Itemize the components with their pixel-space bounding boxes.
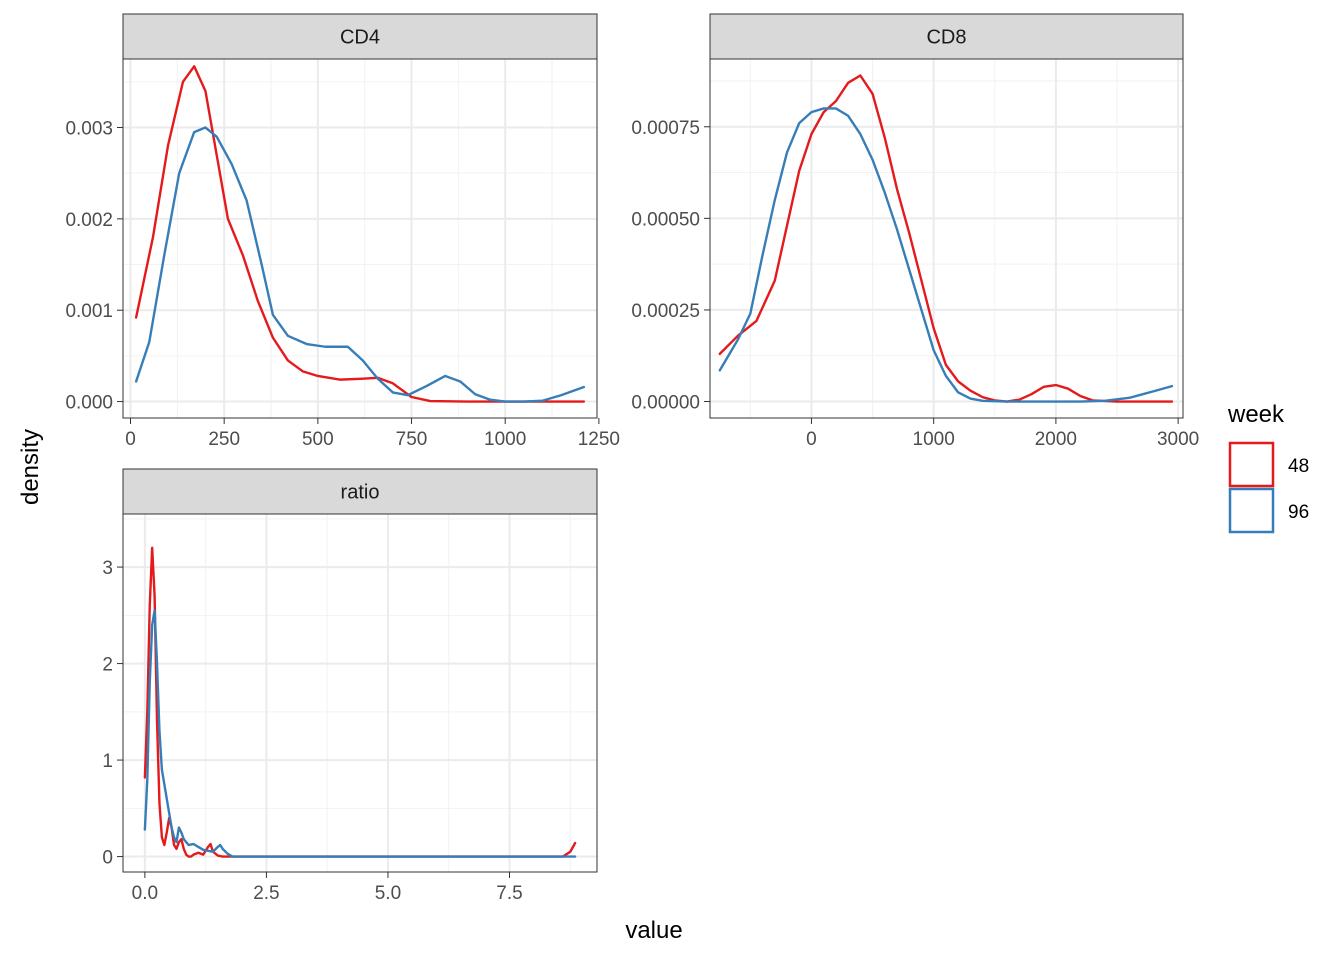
panel-border-cd4 (122, 58, 598, 419)
series-group-cd8 (718, 74, 1174, 403)
legend-title: week (1227, 401, 1285, 428)
x-tick-label: 2.5 (253, 883, 279, 904)
density-line-cd4-week-96 (134, 126, 586, 403)
x-tick-label: 5.0 (375, 883, 401, 904)
strip-cd8 (709, 13, 1184, 60)
density-line-cd8-week-48 (718, 74, 1174, 403)
x-axis-title: value (625, 917, 682, 944)
plot-area-cd4 (123, 59, 597, 418)
series-group-ratio (143, 546, 577, 858)
x-tick-label: 500 (302, 429, 334, 450)
density-line-ratio-week-96 (143, 609, 577, 858)
x-tick-label: 750 (396, 429, 428, 450)
strip-label-cd4: CD4 (340, 27, 380, 49)
x-tick-label: 3000 (1157, 429, 1199, 450)
plot-area-cd8 (710, 59, 1183, 418)
x-tick-label: 0 (125, 429, 136, 450)
y-tick-label: 0.00075 (631, 118, 700, 139)
x-tick-label: 0 (806, 429, 817, 450)
y-tick-label: 3 (102, 558, 113, 579)
y-tick-label: 0.002 (65, 210, 113, 231)
y-tick-label: 0.00000 (631, 393, 700, 414)
panel-cd8: CD8 0 1000 2000 3000 0.00000 0.00025 0.00050 0.0… (631, 13, 1199, 450)
panel-border-cd8 (709, 58, 1184, 419)
x-tick-label: 1250 (578, 429, 620, 450)
x-tick-label: 7.5 (496, 883, 522, 904)
grid-cd8 (710, 59, 1183, 418)
y-tick-label: 0.00025 (631, 301, 700, 322)
legend-key-96 (1228, 487, 1275, 534)
strip-label-ratio: ratio (341, 482, 380, 504)
strip-cd4 (122, 13, 598, 60)
panel-cd4: CD4 0 250 500 750 1000 1250 0.000 0.001 0.002 0.00… (65, 13, 620, 450)
y-tick-label: 0.003 (65, 119, 113, 140)
legend-label-48: 48 (1288, 456, 1309, 477)
series-group-cd4 (134, 65, 586, 403)
x-tick-label: 1000 (913, 429, 955, 450)
density-line-cd4-week-48 (134, 65, 586, 403)
panel-ratio: ratio 0.0 2.5 5.0 7.5 0 1 2 3 (102, 468, 598, 904)
x-tick-label: 2000 (1035, 429, 1077, 450)
y-tick-label: 0 (102, 848, 113, 869)
legend-label-96: 96 (1288, 502, 1309, 523)
density-line-cd8-week-96 (718, 107, 1174, 403)
y-tick-label: 0.00050 (631, 209, 700, 230)
y-tick-label: 0.000 (65, 393, 113, 414)
plot-area-ratio (123, 514, 597, 872)
x-tick-label: 250 (208, 429, 240, 450)
y-tick-label: 2 (102, 655, 113, 676)
strip-label-cd8: CD8 (926, 27, 966, 49)
y-axis-title: density (17, 429, 44, 505)
x-tick-label: 0.0 (132, 883, 158, 904)
legend-key-48 (1228, 441, 1275, 488)
y-tick-label: 1 (102, 751, 113, 772)
panel-border-ratio (122, 513, 598, 873)
y-tick-label: 0.001 (65, 301, 113, 322)
legend: week 48 96 (1227, 401, 1309, 534)
x-tick-label: 1000 (484, 429, 526, 450)
